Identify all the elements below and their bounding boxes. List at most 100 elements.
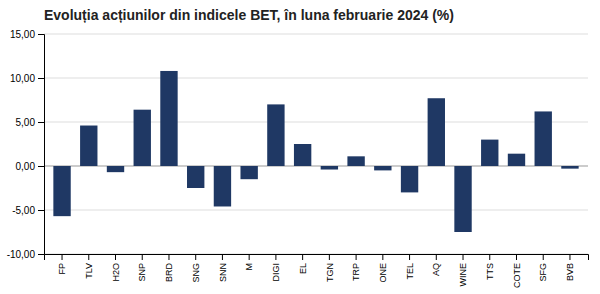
grid-line — [44, 166, 588, 167]
x-tick-label: TEL — [405, 263, 415, 280]
x-tick-mark — [222, 254, 223, 260]
x-tick: SNG — [191, 254, 201, 283]
x-tick-mark — [275, 254, 276, 260]
x-tick: SFG — [538, 254, 548, 282]
y-tick: 15,00 — [10, 29, 44, 40]
x-tick-mark — [88, 254, 89, 260]
x-tick-mark — [356, 254, 357, 260]
x-tick-mark — [463, 254, 464, 260]
x-tick-label: EL — [298, 263, 308, 274]
x-tick: TLV — [84, 254, 94, 279]
plot: -10,00 -5,00 0,00 5,00 10,00 15,00 FP TLV H2O SNP… — [7, 29, 589, 288]
x-tick: AQ — [431, 254, 441, 276]
y-tick-mark — [38, 122, 44, 123]
x-tick: TGN — [325, 254, 335, 282]
bar — [53, 166, 70, 216]
x-tick-label: DIGI — [271, 263, 281, 282]
x-tick-mark — [543, 254, 544, 260]
x-tick-label: BRD — [164, 263, 174, 283]
x-tick-mark — [302, 254, 303, 260]
bar — [267, 104, 284, 166]
title: Evoluția acțiunilor din indicele BET, în… — [44, 7, 454, 23]
y-tick: -10,00 — [7, 249, 44, 260]
x-tick: DIGI — [271, 254, 281, 282]
x-axis-line — [45, 255, 589, 261]
bar — [374, 166, 391, 170]
bar — [240, 166, 257, 179]
bar — [401, 166, 418, 192]
x-tick: H2O — [111, 254, 121, 282]
x-tick: WINE — [458, 254, 468, 287]
bars — [53, 71, 578, 232]
bar — [561, 166, 578, 169]
y-tick-mark — [38, 166, 44, 167]
grid — [44, 34, 588, 254]
x-tick-label: SNN — [218, 263, 228, 282]
bar — [347, 156, 364, 166]
bar — [134, 110, 151, 166]
y-tick-mark — [38, 78, 44, 79]
x-tick: FP — [57, 254, 67, 275]
x-tick: ONE — [378, 254, 388, 283]
y-tick-label: -10,00 — [7, 249, 36, 260]
bar — [481, 140, 498, 166]
y-tick-label: -5,00 — [12, 205, 35, 216]
y-axis-line — [38, 35, 45, 255]
x-tick-mark — [142, 254, 143, 260]
y-tick-label: 10,00 — [10, 73, 35, 84]
y-tick: 0,00 — [16, 161, 44, 172]
x-tick-mark — [115, 254, 116, 260]
x-tick: BVB — [565, 254, 575, 281]
y-tick-mark — [38, 34, 44, 35]
x-tick: TRP — [351, 254, 361, 281]
chart: -10,00 -5,00 0,00 5,00 10,00 15,00 FP TLV H2O SNP… — [0, 0, 600, 294]
x-tick-label: SFG — [538, 263, 548, 282]
y-tick-mark — [38, 254, 44, 255]
x-tick-mark — [516, 254, 517, 260]
x-tick-label: COTE — [512, 263, 522, 288]
bar — [454, 166, 471, 232]
y-tick-mark — [38, 210, 44, 211]
y-axis: -10,00 -5,00 0,00 5,00 10,00 15,00 — [7, 29, 45, 260]
x-tick-mark — [168, 254, 169, 260]
x-tick: TTS — [485, 254, 495, 280]
y-tick-label: 15,00 — [10, 29, 35, 40]
x-tick-mark — [382, 254, 383, 260]
x-tick-label: AQ — [431, 263, 441, 276]
x-tick-label: TTS — [485, 263, 495, 280]
y-tick-label: 0,00 — [16, 161, 36, 172]
y-tick-label: 5,00 — [16, 117, 36, 128]
bar — [508, 154, 525, 166]
grid-line — [44, 122, 588, 123]
x-tick-mark — [195, 254, 196, 260]
x-tick-label: SNG — [191, 263, 201, 283]
grid-line — [44, 34, 588, 35]
x-tick-label: H2O — [111, 263, 121, 282]
x-tick-mark — [329, 254, 330, 260]
bar — [187, 166, 204, 188]
x-tick-label: BVB — [565, 263, 575, 281]
x-tick-mark — [489, 254, 490, 260]
x-tick-mark — [62, 254, 63, 260]
x-tick: SNP — [137, 254, 147, 282]
y-tick: 5,00 — [16, 117, 44, 128]
x-tick: TEL — [405, 254, 415, 280]
x-tick-mark — [569, 254, 570, 260]
x-axis: FP TLV H2O SNP BRD SNG SNN M DIGI EL TGN TRP ONE TEL A… — [45, 254, 589, 288]
bar — [321, 166, 338, 170]
x-tick-label: TGN — [325, 263, 335, 282]
x-tick-mark — [249, 254, 250, 260]
y-tick: -5,00 — [12, 205, 44, 216]
bar — [107, 166, 124, 172]
x-tick: SNN — [218, 254, 228, 282]
x-tick-label: M — [244, 263, 254, 271]
x-tick-label: ONE — [378, 263, 388, 283]
x-tick-label: TRP — [351, 263, 361, 281]
x-tick-label: SNP — [137, 263, 147, 282]
bar — [80, 126, 97, 166]
bar — [535, 111, 552, 166]
x-tick: BRD — [164, 254, 174, 282]
x-tick: COTE — [512, 254, 522, 288]
x-tick-label: WINE — [458, 263, 468, 287]
x-tick: M — [244, 254, 254, 271]
